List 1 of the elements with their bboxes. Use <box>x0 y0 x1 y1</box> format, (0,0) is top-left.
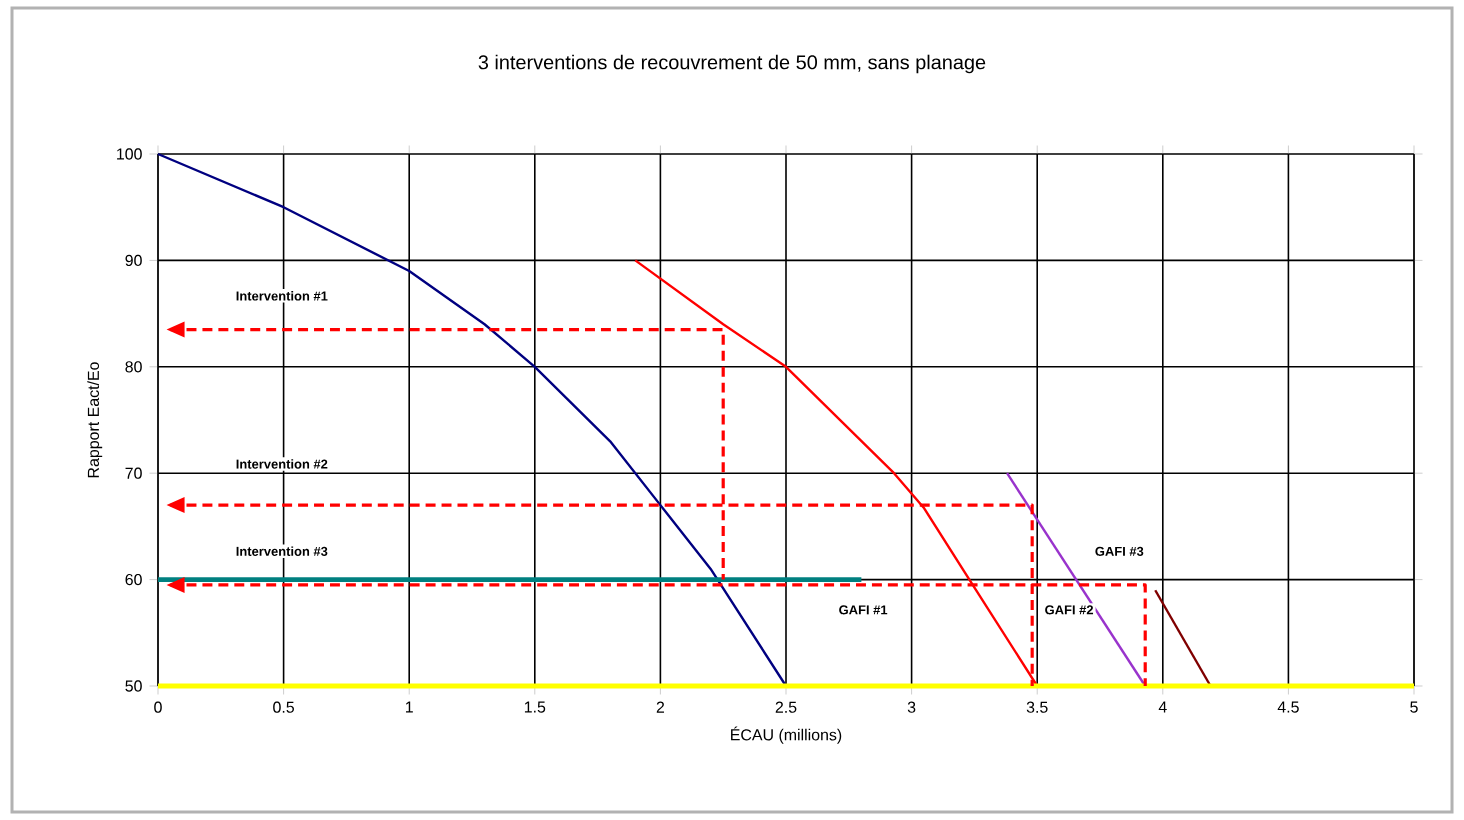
chart-title: 3 interventions de recouvrement de 50 mm, sans planage <box>478 54 986 74</box>
